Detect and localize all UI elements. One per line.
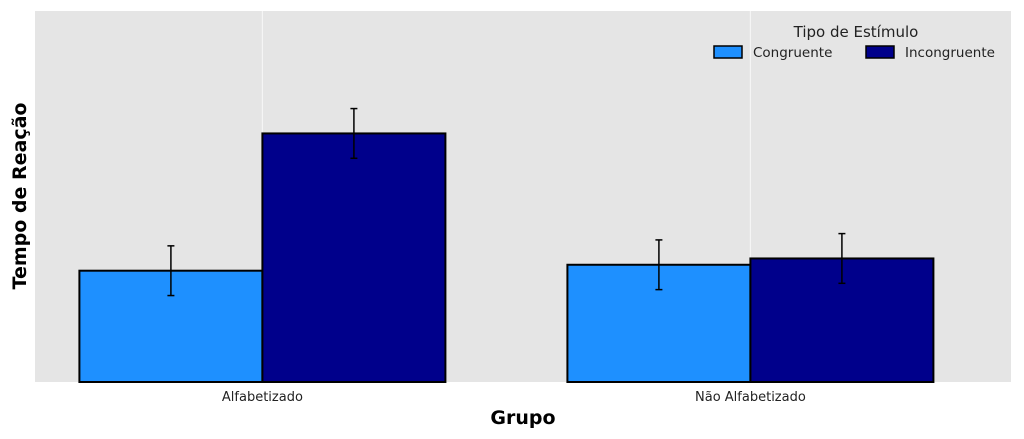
- x-tick-labels: Alfabetizado Não Alfabetizado: [222, 390, 806, 405]
- error-bar-alfabetizado-incongruente: [350, 107, 358, 160]
- legend-label-incongruente: Incongruente: [905, 45, 995, 61]
- error-bar-nao-alfabetizado-congruente: [655, 239, 663, 291]
- x-tick-label-nao-alfabetizado: Não Alfabetizado: [695, 390, 806, 405]
- legend-swatch-incongruente: [865, 45, 895, 59]
- error-bars-layer: [167, 107, 846, 297]
- y-axis-title: Tempo de Reação: [9, 103, 31, 290]
- x-tick-label-alfabetizado: Alfabetizado: [222, 390, 303, 405]
- error-bar-nao-alfabetizado-incongruente: [838, 232, 846, 285]
- legend-swatch-congruente: [713, 45, 743, 59]
- legend-title: Tipo de Estímulo: [793, 23, 919, 41]
- bars-layer: [78, 132, 935, 384]
- error-bar-alfabetizado-congruente: [167, 245, 175, 297]
- x-axis-title: Grupo: [490, 407, 555, 429]
- legend-label-congruente: Congruente: [753, 45, 832, 61]
- legend: Tipo de Estímulo Congruente Incongruente: [713, 23, 995, 61]
- bar-alfabetizado-incongruente: [261, 132, 447, 383]
